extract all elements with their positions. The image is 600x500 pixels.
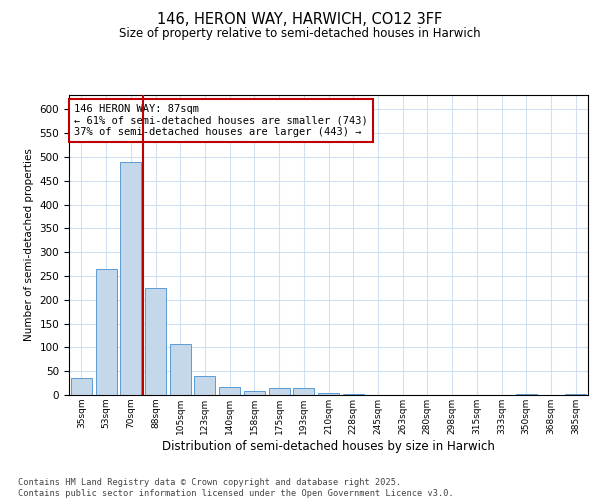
Bar [343, 394, 364, 395]
Y-axis label: Number of semi-detached properties: Number of semi-detached properties [24, 148, 34, 342]
Bar [565, 394, 586, 395]
Bar [71, 378, 92, 395]
Bar [269, 388, 290, 395]
Bar [219, 388, 240, 395]
Bar [145, 288, 166, 395]
Bar [244, 391, 265, 395]
Text: 146 HERON WAY: 87sqm
← 61% of semi-detached houses are smaller (743)
37% of semi: 146 HERON WAY: 87sqm ← 61% of semi-detac… [74, 104, 368, 137]
Bar [318, 392, 339, 395]
Bar [194, 376, 215, 395]
Bar [120, 162, 141, 395]
Text: Size of property relative to semi-detached houses in Harwich: Size of property relative to semi-detach… [119, 28, 481, 40]
Bar [293, 388, 314, 395]
Text: 146, HERON WAY, HARWICH, CO12 3FF: 146, HERON WAY, HARWICH, CO12 3FF [157, 12, 443, 28]
Bar [516, 394, 537, 395]
Bar [170, 344, 191, 395]
Text: Contains HM Land Registry data © Crown copyright and database right 2025.
Contai: Contains HM Land Registry data © Crown c… [18, 478, 454, 498]
X-axis label: Distribution of semi-detached houses by size in Harwich: Distribution of semi-detached houses by … [162, 440, 495, 452]
Bar [95, 269, 116, 395]
